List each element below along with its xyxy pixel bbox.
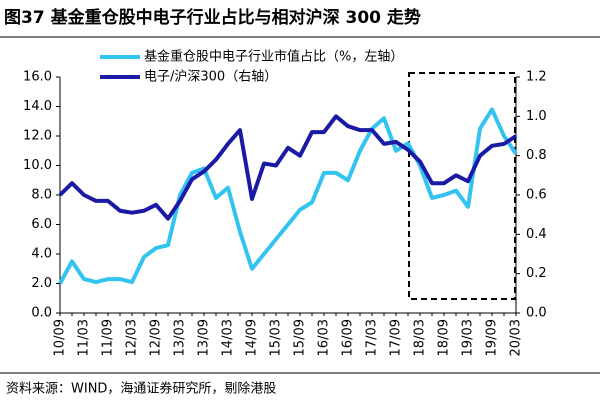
y2-tick-label: 1.0 [526,109,547,124]
y2-tick-label: 0.4 [526,227,547,242]
x-tick-label: 12/09 [149,319,164,356]
x-tick-label: 16/09 [341,319,356,356]
y2-tick-label: 0.6 [526,188,547,203]
x-tick-label: 18/09 [437,319,452,356]
y2-tick-label: 1.2 [526,70,547,85]
x-tick-label: 12/03 [125,319,140,356]
y-tick-label: 16.0 [23,70,52,85]
y-tick-label: 6.0 [31,217,52,232]
y-tick-label: 4.0 [31,247,52,262]
x-tick-label: 19/03 [461,319,476,356]
x-tick-label: 16/03 [317,319,332,356]
x-tick-label: 18/03 [413,319,428,356]
x-tick-label: 19/09 [485,319,500,356]
x-tick-label: 13/03 [173,319,188,356]
x-tick-label: 13/09 [197,319,212,356]
y2-tick-label: 0.0 [526,306,547,321]
x-tick-label: 10/09 [53,319,68,356]
chart-title: 图37 基金重仓股中电子行业占比与相对沪深 300 走势 [4,7,421,28]
y-tick-label: 14.0 [23,99,52,114]
y-tick-label: 8.0 [31,188,52,203]
x-tick-label: 14/03 [221,319,236,356]
x-tick-label: 20/03 [509,319,524,356]
x-tick-label: 14/09 [245,319,260,356]
x-tick-label: 15/09 [293,319,308,356]
highlight-box [408,72,516,300]
series-line [58,114,518,221]
y-tick-label: 10.0 [23,158,52,173]
y2-tick-label: 0.2 [526,266,547,281]
y-tick-label: 0.0 [31,306,52,321]
y-tick-label: 2.0 [31,276,52,291]
legend-label: 电子/沪深300（右轴） [144,69,277,85]
x-tick-label: 15/03 [269,319,284,356]
x-tick-label: 11/09 [101,319,116,356]
source: 资料来源：WIND，海通证券研究所，剔除港股 [6,381,276,397]
y-tick-label: 12.0 [23,129,52,144]
y2-tick-label: 0.8 [526,148,547,163]
x-tick-label: 11/03 [77,319,92,356]
x-tick-label: 17/09 [389,319,404,356]
legend-label: 基金重仓股中电子行业市值占比（%，左轴） [144,49,403,65]
series-line [58,107,518,285]
x-tick-label: 17/03 [365,319,380,356]
